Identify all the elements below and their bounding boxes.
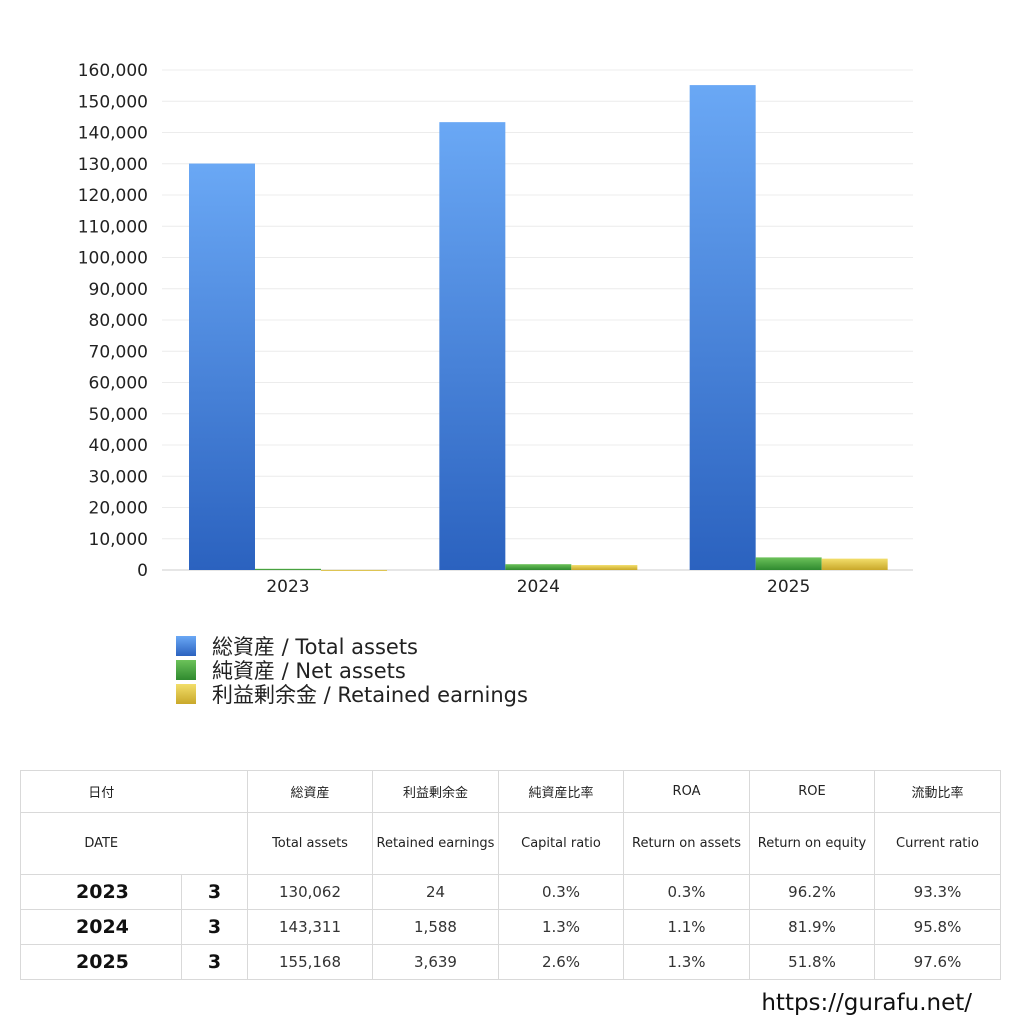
- header-row-en: DATE Total assets Retained earnings Capi…: [20, 812, 1001, 875]
- header-roe-jp: ROE: [749, 770, 875, 813]
- legend-swatch-net-assets: [176, 660, 196, 680]
- table-row: 2025 3 155,168 3,639 2.6% 1.3% 51.8% 97.…: [20, 944, 1001, 980]
- source-url[interactable]: https://gurafu.net/: [761, 990, 972, 1016]
- bar: [255, 568, 321, 570]
- y-tick-label: 50,000: [89, 405, 148, 425]
- legend-item-total-assets: 総資産 / Total assets: [176, 634, 528, 659]
- header-date-en: DATE: [20, 812, 182, 875]
- capital-ratio-cell: 1.3%: [498, 909, 624, 945]
- year-cell: 2023: [20, 874, 182, 910]
- header-retained-earnings-en: Retained earnings: [372, 812, 499, 875]
- x-tick-label: 2023: [266, 577, 309, 597]
- legend-label: 純資産 / Net assets: [212, 659, 406, 683]
- year-cell: 2024: [20, 909, 182, 945]
- bar: [321, 569, 387, 571]
- y-tick-label: 120,000: [78, 186, 148, 206]
- x-tick-label: 2024: [517, 577, 560, 597]
- gridlines: [162, 69, 913, 571]
- retained-earnings-cell: 3,639: [372, 944, 499, 980]
- y-tick-label: 160,000: [78, 61, 148, 81]
- y-tick-label: 60,000: [89, 374, 148, 394]
- header-roe-en: Return on equity: [749, 812, 875, 875]
- bar: [689, 85, 756, 570]
- retained-earnings-cell: 24: [372, 874, 499, 910]
- header-total-assets-jp: 総資産: [247, 770, 373, 813]
- header-capital-ratio-en: Capital ratio: [498, 812, 624, 875]
- header-retained-earnings-jp: 利益剰余金: [372, 770, 499, 813]
- y-tick-label: 30,000: [89, 467, 148, 487]
- bar: [505, 564, 572, 570]
- y-tick-label: 140,000: [78, 124, 148, 144]
- bar: [755, 557, 822, 570]
- y-tick-label: 90,000: [89, 280, 148, 300]
- header-roa-jp: ROA: [623, 770, 750, 813]
- y-tick-label: 0: [137, 561, 148, 581]
- roe-cell: 81.9%: [749, 909, 875, 945]
- legend-label: 利益剰余金 / Retained earnings: [212, 683, 528, 707]
- current-ratio-cell: 95.8%: [874, 909, 1001, 945]
- header-capital-ratio-jp: 純資産比率: [498, 770, 624, 813]
- header-row-jp: 日付 総資産 利益剰余金 純資産比率 ROA ROE 流動比率: [20, 770, 1001, 813]
- capital-ratio-cell: 0.3%: [498, 874, 624, 910]
- x-tick-label: 2025: [767, 577, 810, 597]
- capital-ratio-cell: 2.6%: [498, 944, 624, 980]
- x-axis-ticks: 2023 2024 2025: [266, 577, 810, 597]
- roe-cell: 96.2%: [749, 874, 875, 910]
- y-axis-ticks: 0 10,000 20,000 30,000 40,000 50,000 60,000 70,…: [78, 61, 148, 581]
- header-date-jp: 日付: [20, 770, 182, 813]
- y-tick-label: 70,000: [89, 342, 148, 362]
- header-roa-en: Return on assets: [623, 812, 750, 875]
- total-assets-cell: 155,168: [247, 944, 373, 980]
- bar: [439, 122, 506, 570]
- current-ratio-cell: 97.6%: [874, 944, 1001, 980]
- legend-item-net-assets: 純資産 / Net assets: [176, 658, 528, 683]
- y-tick-label: 110,000: [78, 217, 148, 237]
- bar: [571, 565, 638, 570]
- table-row: 2023 3 130,062 24 0.3% 0.3% 96.2% 93.3%: [20, 874, 1001, 910]
- year-cell: 2025: [20, 944, 182, 980]
- bar-chart: 0 10,000 20,000 30,000 40,000 50,000 60,000 70,…: [78, 61, 913, 597]
- header-total-assets-en: Total assets: [247, 812, 373, 875]
- y-tick-label: 20,000: [89, 499, 148, 519]
- header-current-ratio-en: Current ratio: [874, 812, 1001, 875]
- header-current-ratio-jp: 流動比率: [874, 770, 1001, 813]
- y-tick-label: 150,000: [78, 92, 148, 112]
- y-tick-label: 80,000: [89, 311, 148, 331]
- legend-label: 総資産 / Total assets: [212, 635, 418, 659]
- roa-cell: 0.3%: [623, 874, 750, 910]
- table-row: 2024 3 143,311 1,588 1.3% 1.1% 81.9% 95.…: [20, 909, 1001, 945]
- financial-table: 日付 総資産 利益剰余金 純資産比率 ROA ROE 流動比率 DATE Tot…: [20, 770, 1001, 980]
- roa-cell: 1.3%: [623, 944, 750, 980]
- legend: 総資産 / Total assets 純資産 / Net assets 利益剰余…: [176, 634, 528, 707]
- total-assets-cell: 130,062: [247, 874, 373, 910]
- legend-swatch-retained-earnings: [176, 684, 196, 704]
- bars: [189, 85, 888, 571]
- y-tick-label: 100,000: [78, 249, 148, 269]
- bar: [821, 558, 888, 570]
- bar: [189, 163, 255, 570]
- header-blank: [181, 812, 248, 875]
- legend-swatch-total-assets: [176, 636, 196, 656]
- month-cell: 3: [181, 874, 248, 910]
- roe-cell: 51.8%: [749, 944, 875, 980]
- month-cell: 3: [181, 909, 248, 945]
- y-tick-label: 130,000: [78, 155, 148, 175]
- roa-cell: 1.1%: [623, 909, 750, 945]
- legend-item-retained-earnings: 利益剰余金 / Retained earnings: [176, 682, 528, 707]
- y-tick-label: 10,000: [89, 530, 148, 550]
- total-assets-cell: 143,311: [247, 909, 373, 945]
- month-cell: 3: [181, 944, 248, 980]
- header-blank: [181, 770, 248, 813]
- y-tick-label: 40,000: [89, 436, 148, 456]
- retained-earnings-cell: 1,588: [372, 909, 499, 945]
- current-ratio-cell: 93.3%: [874, 874, 1001, 910]
